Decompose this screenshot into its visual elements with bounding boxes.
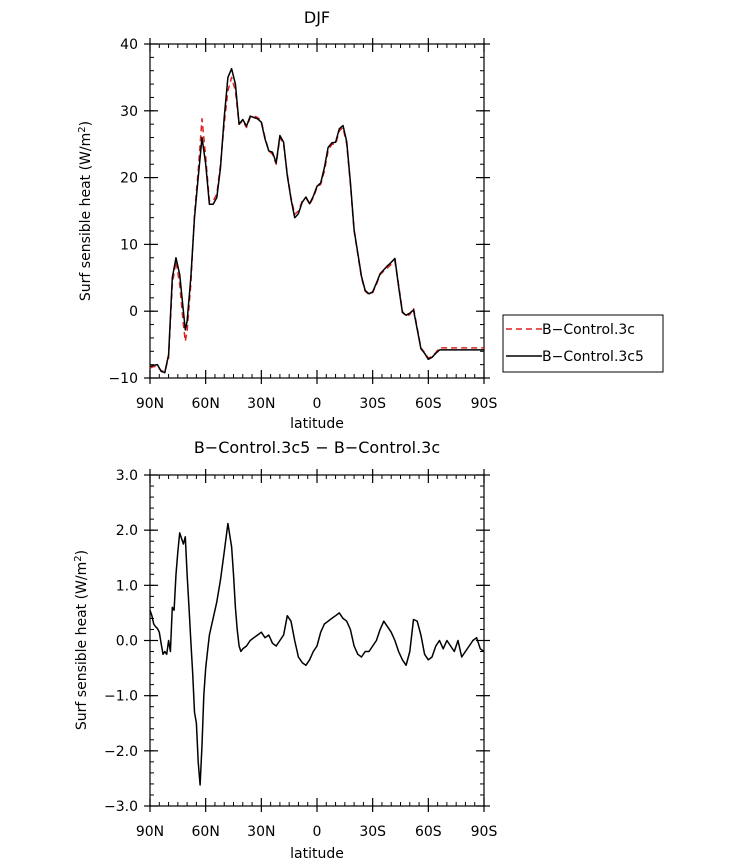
bottom-x-tick-label: 90S (471, 824, 498, 840)
bottom-x-tick-label: 60S (415, 824, 442, 840)
top-y-axis-label: Surf sensible heat (W/m2) (77, 121, 94, 301)
legend-label-3c5: B−Control.3c5 (542, 349, 644, 365)
top-y-tick-label: 40 (120, 37, 138, 53)
top-x-tick-label: 60N (192, 396, 220, 412)
top-series-line-2 (149, 67, 484, 374)
bottom-y-axis-label: Surf sensible heat (W/m2) (73, 550, 90, 730)
bottom-y-tick-label: 3.0 (116, 468, 138, 484)
top-plot-frame (149, 43, 485, 379)
top-x-tick-label: 30S (359, 396, 386, 412)
bottom-y-tick-label: −1.0 (104, 689, 138, 705)
bottom-y-tick-label: −3.0 (104, 799, 138, 815)
bottom-panel: B−Control.3c5 − B−Control.3c 90N 60N 30N 0 3… (73, 438, 497, 862)
bottom-x-tick-label: 90N (136, 824, 164, 840)
top-series (149, 67, 484, 374)
bottom-x-tick-label: 30S (359, 824, 386, 840)
top-panel: DJF 90N 60N 30N 0 30S 60S 90S −10 0 10 20 30 40 lati… (77, 8, 664, 432)
legend-label-3c: B−Control.3c (542, 322, 635, 338)
legend: B−Control.3c B−Control.3c5 (502, 314, 664, 373)
bottom-x-tick-label: 60N (192, 824, 220, 840)
bottom-x-tick-label: 30N (247, 824, 275, 840)
top-y-tick-label: 30 (120, 104, 138, 120)
bottom-y-tick-label: 0.0 (116, 634, 138, 650)
top-y-tick-label: 0 (129, 304, 138, 320)
legend-box (502, 314, 664, 373)
top-y-tick-label: −10 (108, 371, 138, 387)
bottom-series (149, 522, 485, 786)
bottom-x-axis-label: latitude (290, 846, 344, 862)
top-series-line-1 (149, 76, 484, 373)
top-title: DJF (304, 8, 330, 27)
bottom-y-tick-label: −2.0 (104, 744, 138, 760)
top-x-tick-label: 90S (471, 396, 498, 412)
bottom-title: B−Control.3c5 − B−Control.3c (194, 438, 440, 457)
top-x-tick-label: 30N (247, 396, 275, 412)
bottom-x-tick-label: 0 (313, 824, 322, 840)
top-x-tick-label: 0 (313, 396, 322, 412)
top-x-tick-label: 60S (415, 396, 442, 412)
top-ticks: 90N 60N 30N 0 30S 60S 90S −10 0 10 20 30 40 (108, 37, 497, 412)
top-y-tick-label: 20 (120, 171, 138, 187)
top-x-axis-label: latitude (290, 416, 344, 432)
bottom-y-tick-label: 2.0 (116, 523, 138, 539)
bottom-ticks: 90N 60N 30N 0 30S 60S 90S −3.0 −2.0 −1.0 0.0 1.0 2.0… (104, 468, 497, 840)
top-x-tick-label: 90N (136, 396, 164, 412)
bottom-y-tick-label: 1.0 (116, 578, 138, 594)
bottom-series-line-1 (149, 522, 485, 786)
bottom-plot-frame (149, 474, 485, 807)
top-y-tick-label: 10 (120, 237, 138, 253)
